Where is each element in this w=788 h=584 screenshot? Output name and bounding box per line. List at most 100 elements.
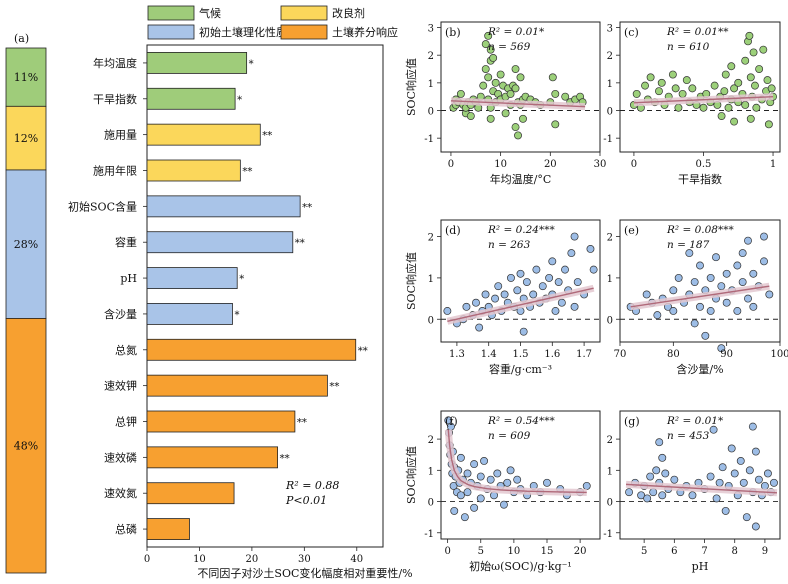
bar-annotation-p: P<0.01 bbox=[285, 494, 327, 507]
scatter-point bbox=[710, 81, 719, 90]
bar-significance: * bbox=[239, 274, 244, 285]
bar-11 bbox=[146, 446, 278, 469]
scatter-point bbox=[717, 344, 726, 353]
scatter-point bbox=[718, 463, 727, 472]
scatter-point bbox=[489, 54, 498, 62]
scatter-point bbox=[770, 478, 778, 487]
ytick-label: 2 bbox=[607, 435, 613, 446]
bar-13 bbox=[146, 518, 190, 540]
ytick-label: 1 bbox=[428, 466, 434, 477]
scatter-point bbox=[746, 114, 755, 123]
r2-annotation: R² = 0.01* bbox=[666, 415, 724, 427]
r2-annotation: R² = 0.24*** bbox=[487, 224, 555, 236]
scatter-point bbox=[582, 481, 591, 490]
scatter-point bbox=[706, 472, 715, 481]
xlabel: 含沙量/% bbox=[676, 362, 723, 376]
ytick-label: 1 bbox=[428, 79, 434, 90]
scatter-point bbox=[570, 232, 579, 241]
scatter-point bbox=[717, 112, 726, 120]
bar-significance: ** bbox=[358, 346, 368, 357]
scatter-point bbox=[484, 73, 493, 82]
scatter-point bbox=[548, 73, 557, 82]
scatter-point bbox=[500, 290, 509, 299]
panel-label: (g) bbox=[624, 415, 640, 428]
bar-xlabel: 不同因子对沙土SOC变化幅度相对重要性/% bbox=[197, 566, 412, 580]
scatter-point bbox=[744, 236, 752, 245]
xtick-label: 1 bbox=[770, 159, 776, 170]
scatter-point bbox=[759, 45, 768, 54]
scatter-point bbox=[513, 286, 522, 295]
share-label-amendment: 12% bbox=[14, 132, 38, 145]
scatter-point bbox=[751, 81, 759, 90]
scatter-point bbox=[736, 457, 745, 465]
bar-category-label: 干旱指数 bbox=[93, 92, 137, 106]
scatter-point bbox=[494, 282, 503, 291]
scatter-point bbox=[625, 488, 634, 497]
share-block-nutrient bbox=[5, 318, 47, 574]
bar-category-label: 总钾 bbox=[115, 415, 137, 429]
scatter-point bbox=[730, 117, 739, 126]
scatter-point bbox=[754, 475, 763, 484]
scatter-point bbox=[470, 503, 479, 512]
bar-significance: ** bbox=[295, 238, 305, 249]
bar-10 bbox=[146, 410, 296, 433]
scatter-point bbox=[727, 444, 736, 453]
scatter-point bbox=[507, 273, 515, 282]
scatter-point bbox=[685, 249, 694, 258]
r2-annotation: R² = 0.08*** bbox=[666, 224, 734, 236]
scatter-axes-frame bbox=[440, 21, 601, 153]
scatter-point bbox=[760, 257, 768, 266]
scatter-point bbox=[688, 84, 697, 93]
bar-category-label: 含沙量 bbox=[104, 307, 137, 321]
bar-significance: ** bbox=[297, 418, 307, 429]
scatter-point bbox=[745, 466, 754, 475]
ytick-label: 1 bbox=[428, 274, 434, 285]
panel-label: (b) bbox=[445, 26, 461, 39]
panel-label: (e) bbox=[624, 224, 639, 237]
scatter-point bbox=[657, 78, 666, 87]
xlabel: 容重/g·cm⁻³ bbox=[489, 362, 552, 376]
ytick-label: 2 bbox=[428, 51, 434, 62]
legend-swatch-nutrient bbox=[280, 24, 328, 40]
ytick-label: 2 bbox=[607, 51, 613, 62]
scatter-point bbox=[480, 457, 489, 465]
scatter-point bbox=[479, 81, 488, 90]
scatter-point bbox=[763, 469, 772, 478]
scatter-point bbox=[551, 120, 560, 129]
panel-label: (f) bbox=[445, 415, 458, 428]
scatter-point bbox=[557, 298, 566, 307]
scatter-point bbox=[674, 273, 683, 282]
scatter-point bbox=[481, 40, 490, 49]
bar-annotation-r2: R² = 0.88 bbox=[285, 479, 339, 492]
scatter-point bbox=[764, 120, 773, 129]
bar-3 bbox=[146, 159, 241, 182]
scatter-point bbox=[456, 491, 465, 500]
legend-label-initial_soil: 初始土壤理化性质 bbox=[199, 25, 287, 39]
scatter-point bbox=[460, 513, 469, 522]
n-annotation: n = 610 bbox=[667, 41, 710, 53]
xtick-label: 0.5 bbox=[696, 159, 712, 170]
scatter-point bbox=[522, 278, 531, 286]
legend-swatch-initial_soil bbox=[147, 24, 195, 40]
scatter-point bbox=[738, 278, 747, 286]
scatter-point bbox=[649, 488, 658, 497]
bar-significance: ** bbox=[302, 202, 312, 213]
scatter-point bbox=[715, 478, 724, 487]
scatter-point bbox=[724, 103, 733, 112]
scatter-point bbox=[646, 472, 655, 481]
scatter-point bbox=[655, 438, 664, 447]
legend-swatch-amendment bbox=[280, 5, 328, 21]
r2-annotation: R² = 0.01** bbox=[666, 26, 729, 38]
ylabel: SOC响应值 bbox=[404, 58, 418, 116]
scatter-point bbox=[760, 232, 768, 241]
scatter-point bbox=[501, 109, 510, 118]
scatter-point bbox=[682, 76, 691, 85]
scatter-point bbox=[712, 494, 721, 503]
share-label-nutrient: 48% bbox=[14, 440, 38, 453]
scatter-point bbox=[730, 469, 739, 478]
scatter-point bbox=[765, 290, 774, 299]
scatter-point bbox=[646, 73, 655, 82]
n-annotation: n = 609 bbox=[488, 430, 531, 442]
scatter-point bbox=[688, 491, 697, 500]
scatter-point bbox=[763, 76, 772, 85]
